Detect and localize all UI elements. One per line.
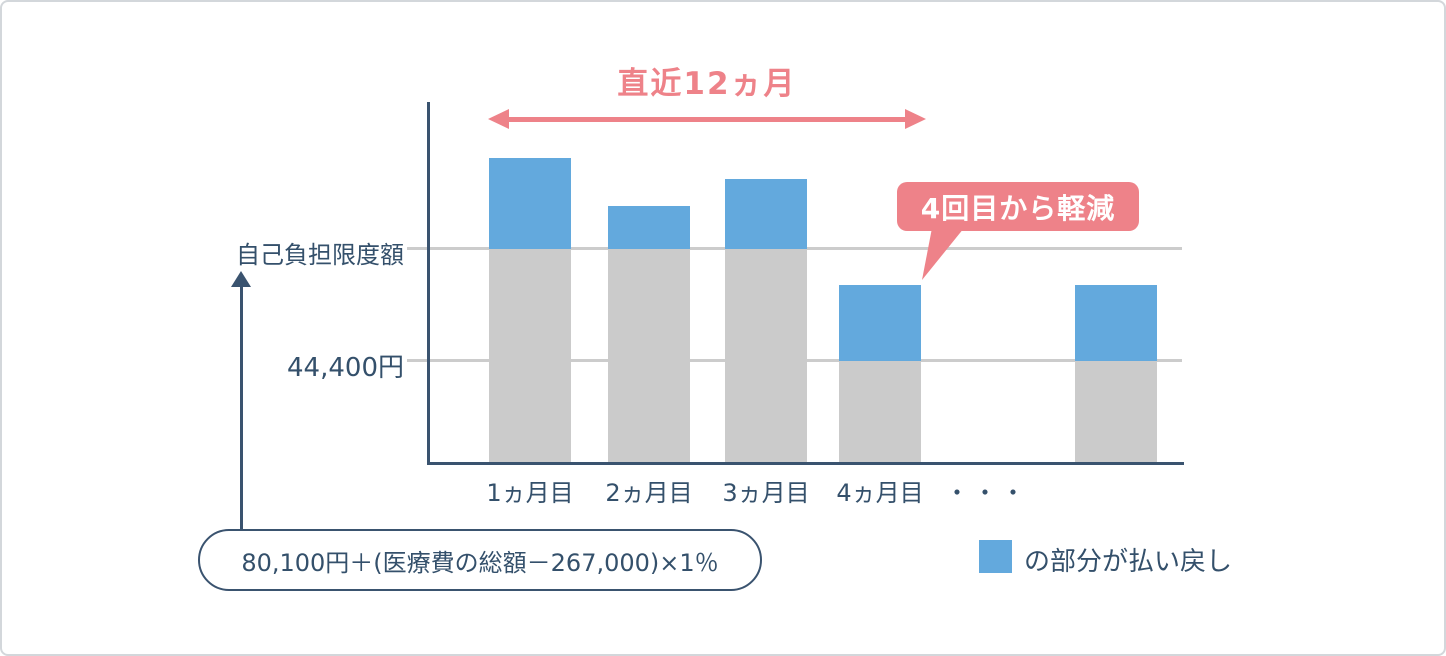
period-arrow-left-icon	[488, 109, 509, 129]
bar-4-refund-segment	[839, 285, 921, 361]
bar-2-refund-segment	[608, 206, 690, 249]
bar-5-selfpay-segment	[1075, 361, 1157, 464]
bar-3-selfpay-segment	[725, 249, 807, 464]
x-label-ellipsis: ・・・	[945, 479, 1029, 507]
x-label-month-1: 1ヵ月目	[486, 479, 574, 507]
x-label-month-2: 2ヵ月目	[605, 479, 693, 507]
x-label-month-3: 3ヵ月目	[722, 479, 810, 507]
period-arrow-right-icon	[905, 109, 926, 129]
x-axis-line	[427, 462, 1184, 465]
bar-3-refund-segment	[725, 179, 807, 249]
bar-5-refund-segment	[1075, 285, 1157, 361]
bar-4-selfpay-segment	[839, 361, 921, 464]
reduced-limit-label: 44,400円	[287, 353, 404, 383]
limit-line-label: 自己負担限度額	[236, 241, 404, 269]
period-arrow-line	[506, 117, 908, 122]
x-label-month-4: 4ヵ月目	[836, 479, 924, 507]
bar-1-selfpay-segment	[489, 249, 571, 464]
y-axis-line	[427, 102, 430, 465]
formula-pill: 80,100円＋(医療費の総額－267,000)×1％	[198, 529, 762, 591]
callout-tail-icon	[922, 228, 964, 280]
formula-arrow-line	[240, 285, 243, 529]
period-title: 直近12ヵ月	[617, 66, 797, 102]
bar-1-refund-segment	[489, 158, 571, 249]
legend-swatch	[979, 540, 1012, 573]
callout-bubble: 4回目から軽減	[897, 182, 1139, 231]
formula-arrow-up-icon	[231, 271, 251, 287]
bar-2-selfpay-segment	[608, 249, 690, 464]
legend-label: の部分が払い戻し	[1024, 547, 1233, 577]
